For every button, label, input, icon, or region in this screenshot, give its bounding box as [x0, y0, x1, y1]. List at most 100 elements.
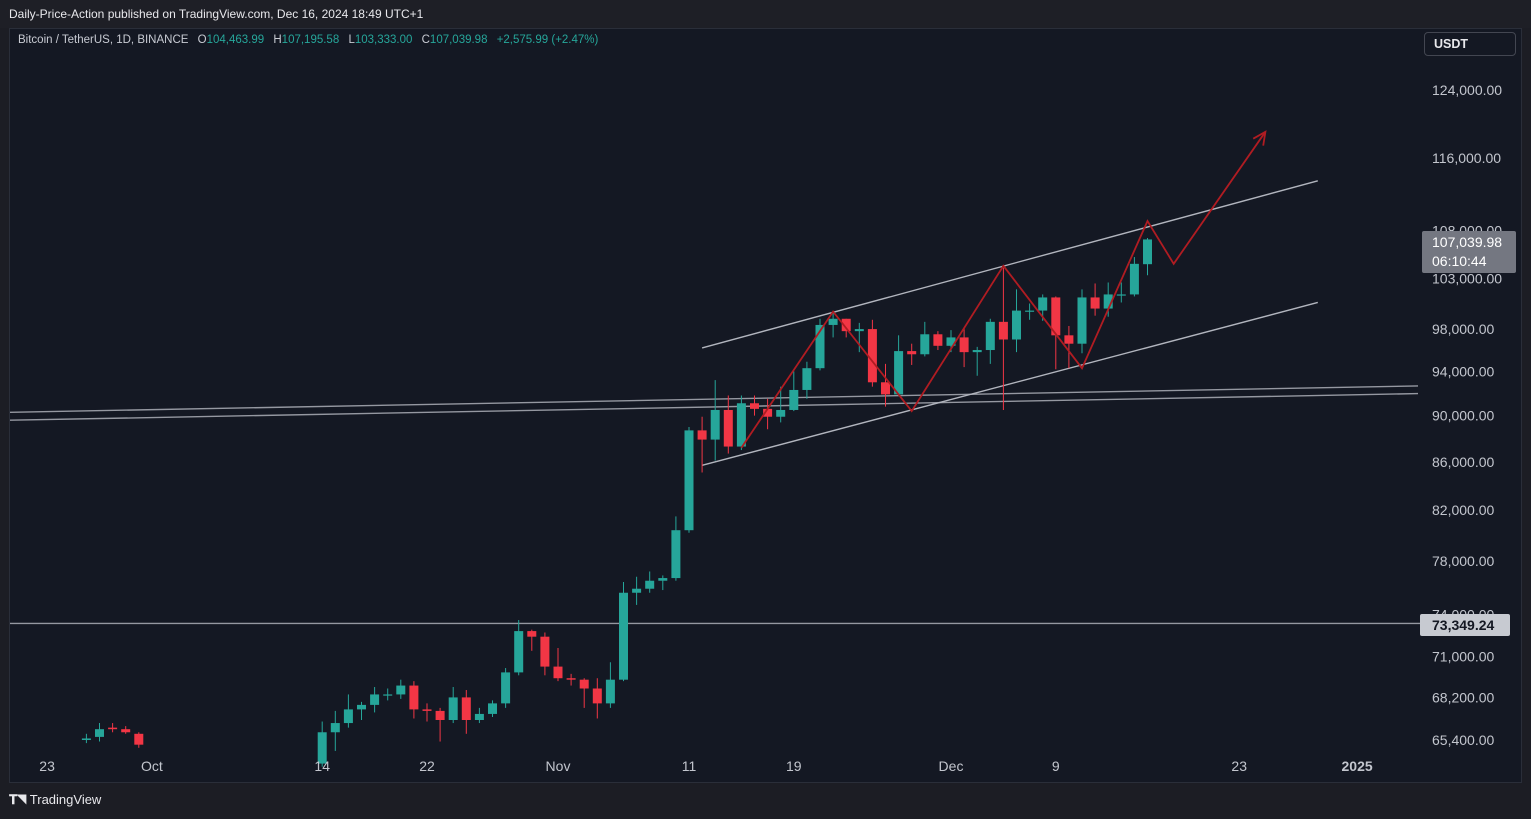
candle-body	[1038, 297, 1048, 311]
time-axis[interactable]: 23 Oct 14 22 Nov 11 19 Dec 9 23 2025	[39, 758, 1373, 774]
price-tick-label: 78,000.00	[1432, 553, 1494, 569]
candle-body	[527, 631, 537, 637]
candle	[396, 679, 406, 699]
candle	[553, 647, 563, 682]
candle-body	[946, 337, 956, 346]
candle-body	[959, 337, 969, 353]
candle-body	[972, 350, 982, 353]
time-tick-label: 19	[786, 758, 802, 774]
candle-body	[566, 678, 576, 680]
candle	[684, 426, 694, 533]
candle	[527, 629, 537, 651]
candle	[95, 723, 104, 742]
candle	[697, 416, 707, 473]
candle	[343, 694, 353, 728]
candle-body	[619, 592, 628, 680]
open-value: 104,463.99	[206, 34, 265, 46]
change-value: +2,575.99 (+2.47%)	[496, 34, 599, 46]
candle-body	[985, 321, 995, 351]
candle	[907, 343, 917, 365]
projection-arrowhead-icon	[1252, 130, 1267, 146]
candle-body	[697, 430, 707, 440]
price-tick-label: 82,000.00	[1432, 502, 1494, 518]
candle-body	[907, 351, 917, 355]
candle-body	[881, 382, 890, 395]
time-tick-label: 22	[419, 758, 435, 774]
projection-path[interactable]	[740, 131, 1267, 449]
candle	[1103, 282, 1113, 317]
candle	[1025, 303, 1035, 320]
candle-body	[330, 723, 340, 733]
candle	[540, 632, 550, 676]
candle	[605, 662, 615, 708]
candle	[959, 328, 969, 368]
candle	[121, 726, 131, 734]
projection-layer[interactable]	[740, 130, 1267, 449]
candle-body	[1129, 263, 1139, 295]
candle	[422, 703, 432, 722]
symbol-legend[interactable]: Bitcoin / TetherUS, 1D, BINANCE O104,463…	[18, 34, 598, 46]
candle-body	[396, 685, 406, 695]
candle-body	[1064, 335, 1074, 344]
bar-countdown: 06:10:44	[1432, 253, 1487, 269]
candle	[867, 319, 877, 387]
close-label: C	[421, 34, 430, 46]
candles-layer[interactable]	[81, 237, 1152, 767]
time-tick-label: 23	[39, 758, 55, 774]
publish-line: Daily-Price-Action published on TradingV…	[9, 7, 424, 21]
candle	[920, 321, 930, 357]
candle-body	[370, 694, 380, 705]
candle-body	[750, 403, 759, 409]
candle-body	[894, 351, 904, 395]
candle-body	[763, 408, 773, 417]
price-tick-label: 65,400.00	[1432, 732, 1494, 748]
low-label: L	[348, 34, 355, 46]
drawings-layer[interactable]	[9, 180, 1420, 625]
candle	[474, 707, 484, 724]
candle	[998, 267, 1008, 410]
footer-bar	[0, 785, 1531, 819]
tradingview-logo-text: TradingView	[29, 792, 102, 807]
support-trendline-2[interactable]	[9, 392, 1419, 421]
support-trendline-1[interactable]	[9, 385, 1419, 414]
currency-button[interactable]: USDT	[1424, 32, 1516, 56]
candle	[435, 707, 445, 742]
candle-body	[474, 713, 484, 721]
candle	[723, 395, 733, 454]
last-price-tag: 107,039.98 06:10:44	[1422, 231, 1516, 273]
symbol-name[interactable]: Bitcoin / TetherUS, 1D, BINANCE	[18, 34, 189, 46]
candle	[645, 571, 655, 593]
time-tick-label: Oct	[141, 758, 163, 774]
candle	[409, 681, 419, 719]
candle	[1090, 283, 1100, 316]
candle-body	[540, 636, 550, 667]
candle	[815, 318, 825, 371]
candle	[972, 346, 982, 376]
candle	[710, 380, 720, 461]
candle	[828, 312, 838, 338]
candle	[370, 687, 380, 713]
candle	[854, 322, 864, 353]
candle-body	[998, 321, 1008, 340]
candle	[566, 673, 576, 686]
price-tick-label: 116,000.00	[1432, 150, 1501, 166]
horizontal-level-tag: 73,349.24	[1420, 614, 1510, 636]
channel-upper-line[interactable]	[701, 180, 1318, 349]
tradingview-logo[interactable]: 𝐓◥ TradingView	[9, 792, 101, 808]
candle-body	[81, 738, 91, 740]
candle-body	[134, 733, 144, 745]
candle	[1077, 289, 1087, 354]
close-value: 107,039.98	[429, 34, 488, 46]
candle	[134, 732, 144, 748]
high-value: 107,195.58	[281, 34, 340, 46]
candle-body	[723, 409, 733, 447]
candle	[1116, 282, 1126, 303]
price-axis[interactable]: 124,000.00116,000.00108,000.00103,000.00…	[1432, 82, 1502, 748]
candle	[579, 678, 589, 708]
candle-body	[841, 318, 851, 332]
channel-lower-line[interactable]	[701, 301, 1318, 467]
candle-body	[710, 409, 720, 440]
candle	[81, 733, 91, 744]
candle-body	[867, 329, 877, 383]
